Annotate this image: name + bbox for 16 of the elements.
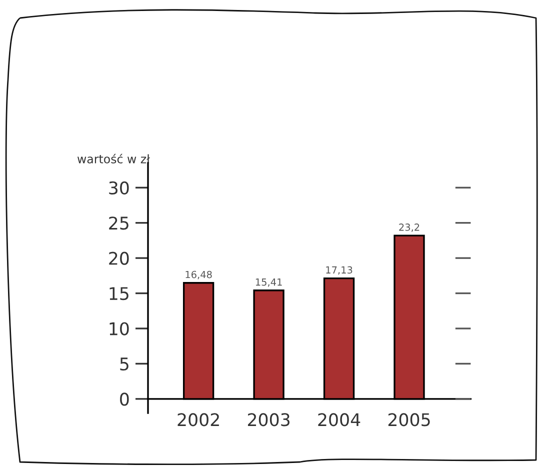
x-tick-label: 2004 [318,413,360,426]
y-tick-label: 10 [110,322,129,336]
y-axis-title: wartość w zł [77,154,150,164]
y-tick-label: 30 [109,181,129,194]
data-label: 15,41 [256,278,282,287]
x-tick-label: 2002 [178,413,219,426]
data-label: 23,2 [399,224,420,232]
y-tick-label: 20 [109,252,129,265]
data-label: 17,13 [326,266,352,275]
x-tick-label: 2005 [388,413,430,426]
y-tick-label: 15 [110,287,128,300]
data-label: 16,48 [186,270,212,280]
y-tick-label: 5 [120,358,128,371]
y-tick-label: 0 [120,392,129,406]
y-tick-label: 25 [109,216,128,230]
x-tick-label: 2003 [248,413,290,426]
